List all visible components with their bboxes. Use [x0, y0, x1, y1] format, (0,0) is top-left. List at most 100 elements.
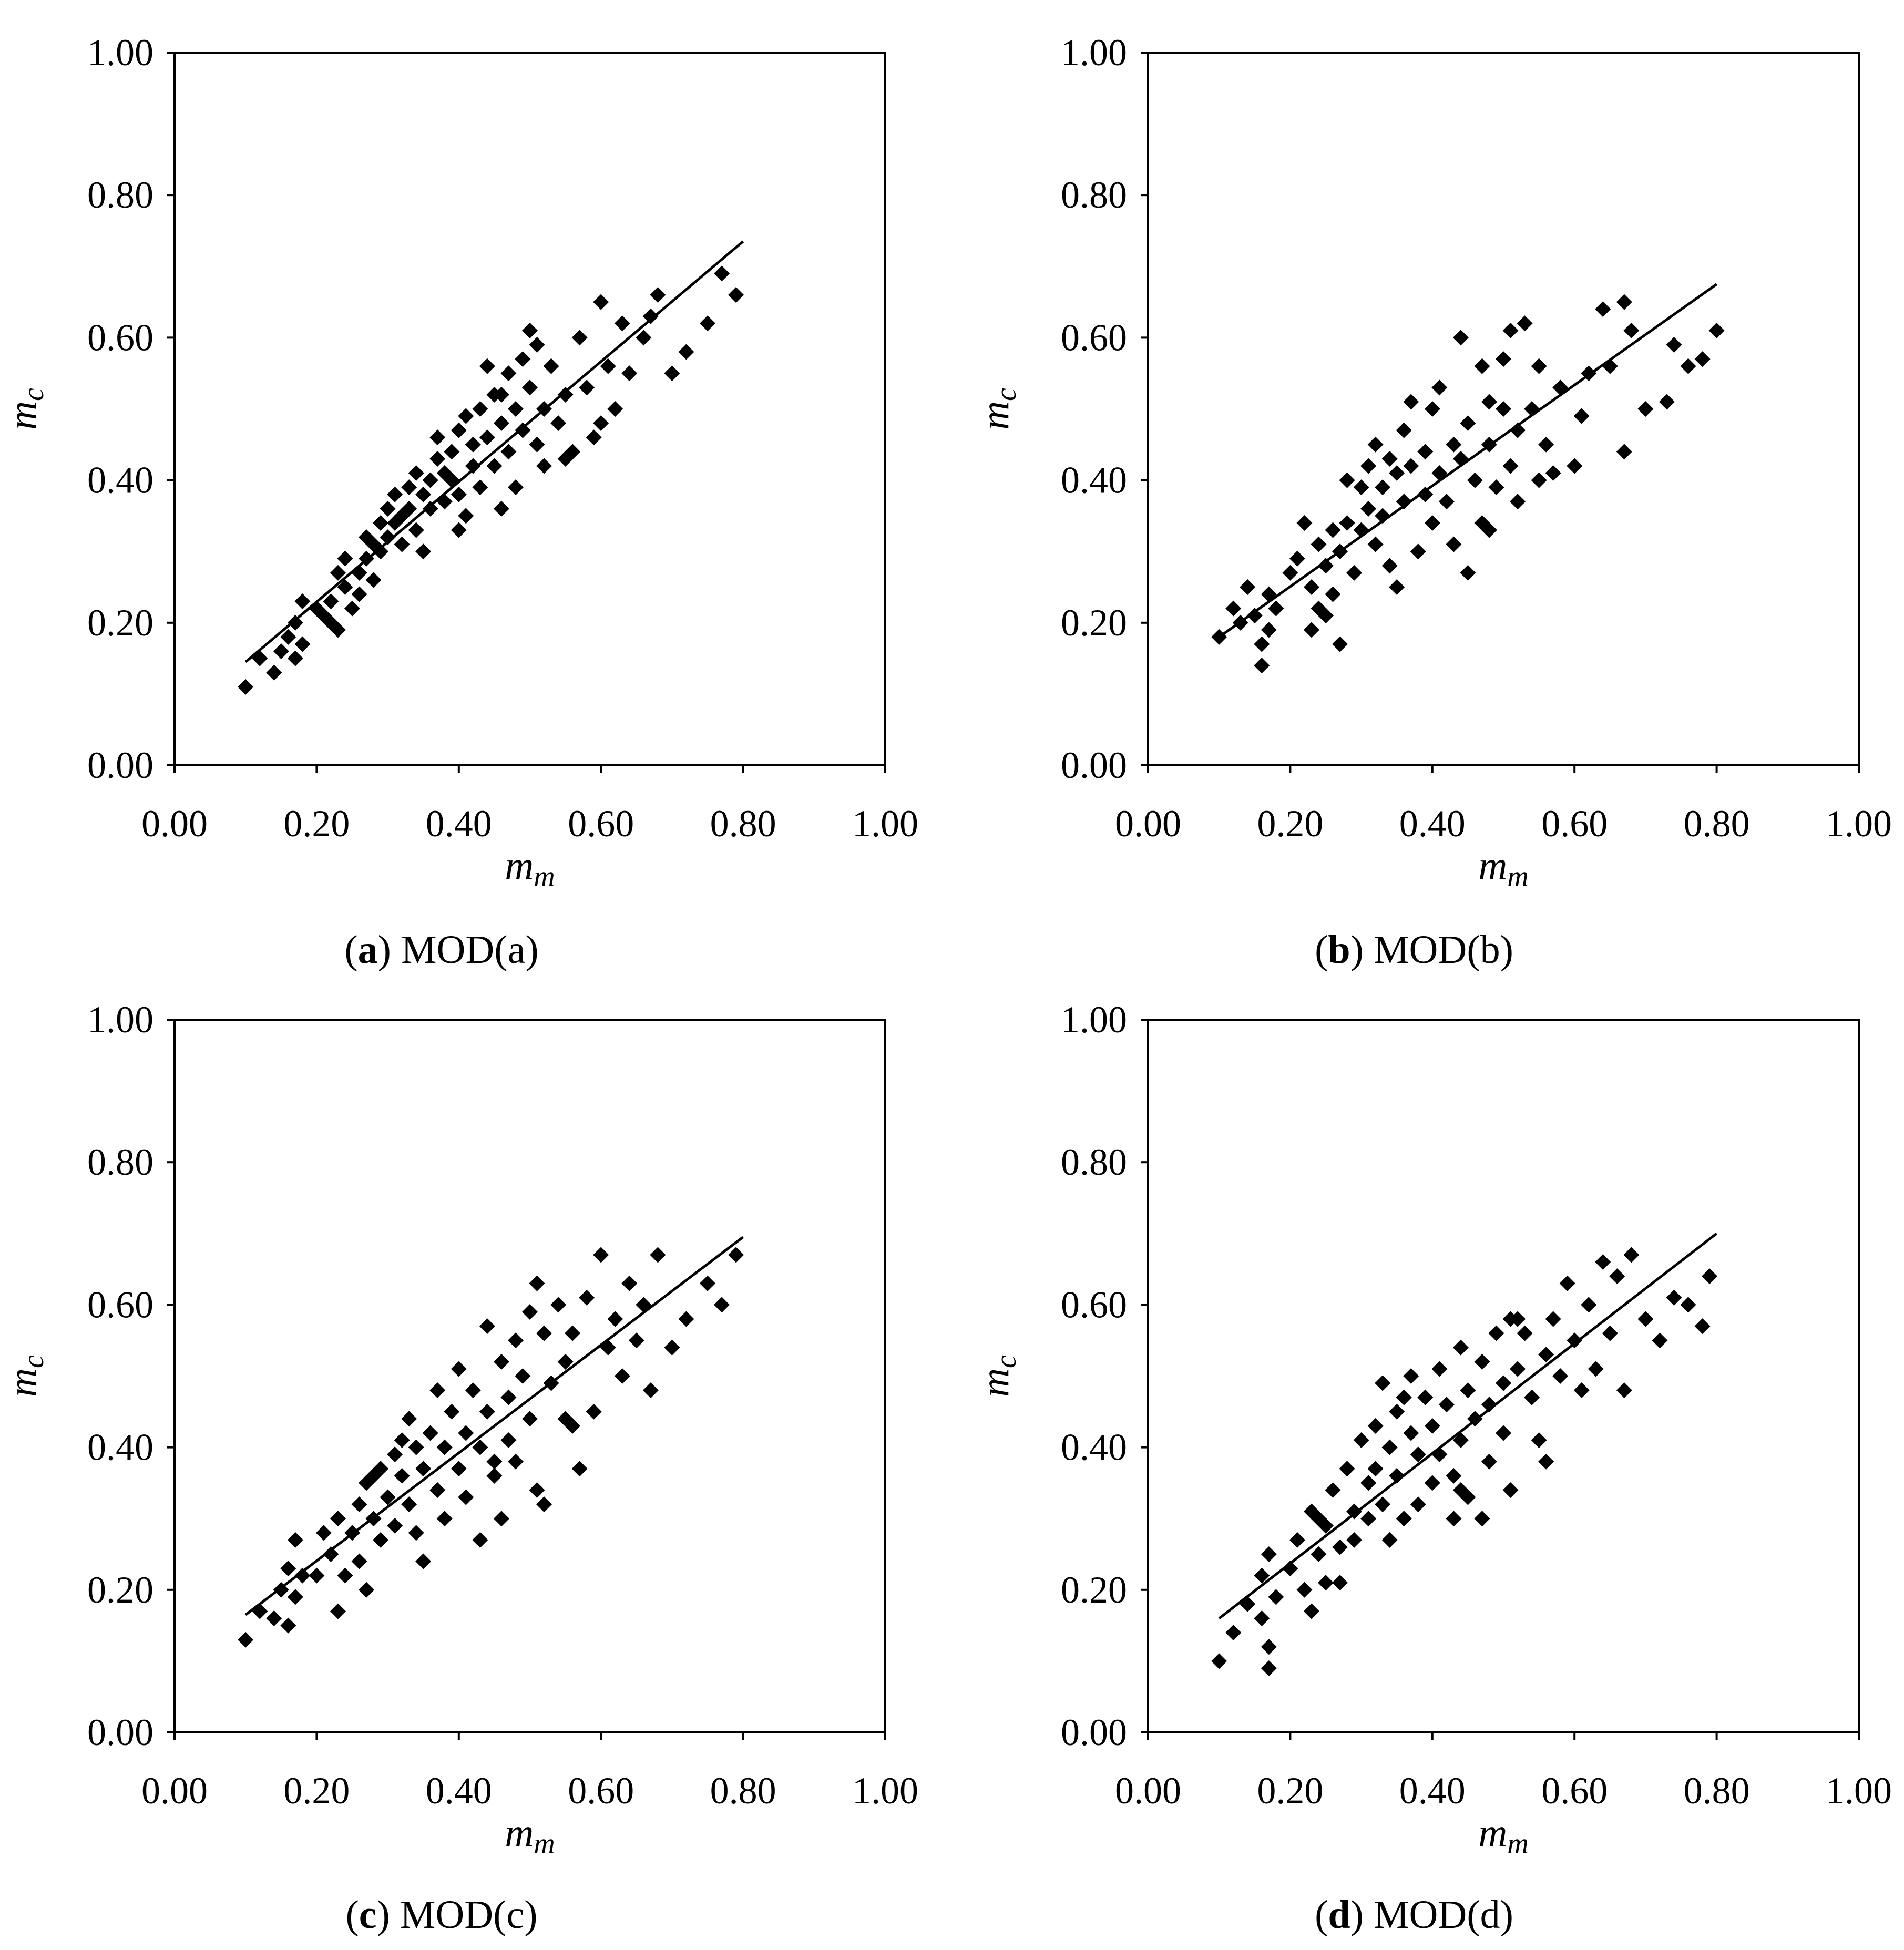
panel-a-plot-frame [173, 52, 886, 766]
data-point [1410, 1496, 1426, 1513]
data-point [1467, 472, 1483, 488]
data-point [294, 593, 311, 610]
data-point [550, 415, 567, 432]
data-point [529, 1482, 545, 1498]
data-point [1389, 579, 1405, 595]
data-point [1403, 1368, 1419, 1384]
data-point [380, 1489, 396, 1505]
data-point [1666, 336, 1682, 353]
data-point [1510, 494, 1526, 510]
data-point [1311, 536, 1327, 552]
y-tick-label: 0.80 [87, 1141, 153, 1183]
data-point [401, 500, 417, 517]
data-point [252, 1603, 268, 1619]
data-point [1375, 479, 1391, 496]
data-point [415, 1461, 432, 1477]
data-point [1311, 1546, 1327, 1562]
data-point [1417, 444, 1434, 460]
data-point [1417, 486, 1434, 502]
data-point [1481, 394, 1497, 410]
data-point [387, 1446, 403, 1463]
data-point [415, 543, 432, 560]
y-tick-label: 1.00 [1061, 999, 1127, 1041]
data-point [1318, 558, 1334, 574]
data-point [571, 1461, 588, 1477]
data-point [1431, 1361, 1448, 1377]
data-point [429, 429, 446, 446]
data-point [330, 1603, 346, 1619]
x-tick-label: 1.00 [1826, 1770, 1892, 1812]
data-point [1581, 1297, 1597, 1313]
data-point [1254, 636, 1270, 652]
data-point [1595, 1254, 1611, 1270]
trend-line [1218, 1232, 1718, 1620]
data-point [472, 1532, 488, 1548]
y-tick-label: 0.20 [1061, 602, 1127, 644]
data-point [628, 1332, 644, 1349]
data-point [380, 529, 396, 546]
data-point [1609, 1268, 1625, 1285]
data-point [1680, 1297, 1696, 1313]
x-tick-label: 0.00 [1115, 803, 1181, 845]
data-point [1666, 1289, 1682, 1306]
data-point [238, 679, 254, 695]
trend-line [244, 240, 744, 663]
data-point [1289, 550, 1305, 567]
data-point [1708, 322, 1725, 338]
x-tick-label: 0.20 [283, 803, 350, 845]
data-point [1538, 1347, 1554, 1363]
data-point [1488, 1325, 1504, 1341]
data-point [1438, 494, 1455, 510]
data-point [373, 515, 389, 531]
data-point [664, 365, 680, 382]
data-point [1502, 458, 1519, 474]
data-point [586, 1403, 602, 1420]
data-point [636, 1297, 652, 1313]
data-point [451, 1361, 467, 1377]
panel-c: 0.00 0.20 0.40 0.60 0.80 1.00 0.00 0.20 0.40 0.60… [1, 999, 918, 1937]
data-point [1588, 1361, 1604, 1377]
data-point [493, 500, 509, 517]
data-point [1460, 1382, 1476, 1399]
data-point [1438, 1397, 1455, 1413]
data-point [287, 1532, 303, 1548]
data-point [557, 450, 574, 467]
data-point [550, 1297, 567, 1313]
data-point [642, 308, 659, 324]
data-point [1452, 1432, 1469, 1449]
data-point [1502, 322, 1519, 338]
data-point [1396, 1511, 1412, 1527]
data-point [1474, 1353, 1490, 1370]
x-tick-label: 0.40 [1399, 803, 1466, 845]
data-point [1616, 1382, 1632, 1399]
data-point [415, 486, 432, 502]
y-tick-label: 0.60 [87, 316, 153, 358]
data-point [1325, 522, 1341, 538]
data-point [1325, 1482, 1341, 1498]
panel-a-y-axis-label: mc [1, 388, 50, 430]
data-point [359, 1582, 375, 1598]
x-tick-label: 1.00 [1826, 803, 1892, 845]
data-point [1268, 600, 1284, 617]
data-point [429, 450, 446, 467]
data-point [1375, 1496, 1391, 1513]
y-tick-label: 0.20 [1061, 1569, 1127, 1611]
data-point [529, 1275, 545, 1291]
data-point [522, 1411, 538, 1427]
data-point [536, 1496, 552, 1513]
data-point [714, 265, 730, 282]
y-tick-label: 1.00 [87, 32, 153, 74]
data-point [429, 1382, 446, 1399]
y-tick-label: 0.00 [1061, 1711, 1127, 1753]
data-point [1446, 1511, 1462, 1527]
data-point [636, 330, 652, 346]
data-point [315, 1525, 332, 1541]
data-point [323, 593, 339, 610]
data-point [451, 422, 467, 438]
data-point [1396, 1389, 1412, 1405]
panel-d-marks [1211, 1232, 1718, 1676]
data-point [1381, 1532, 1398, 1548]
x-tick-label: 1.00 [852, 803, 918, 845]
x-tick-label: 0.20 [1257, 803, 1323, 845]
data-point [650, 1247, 666, 1263]
